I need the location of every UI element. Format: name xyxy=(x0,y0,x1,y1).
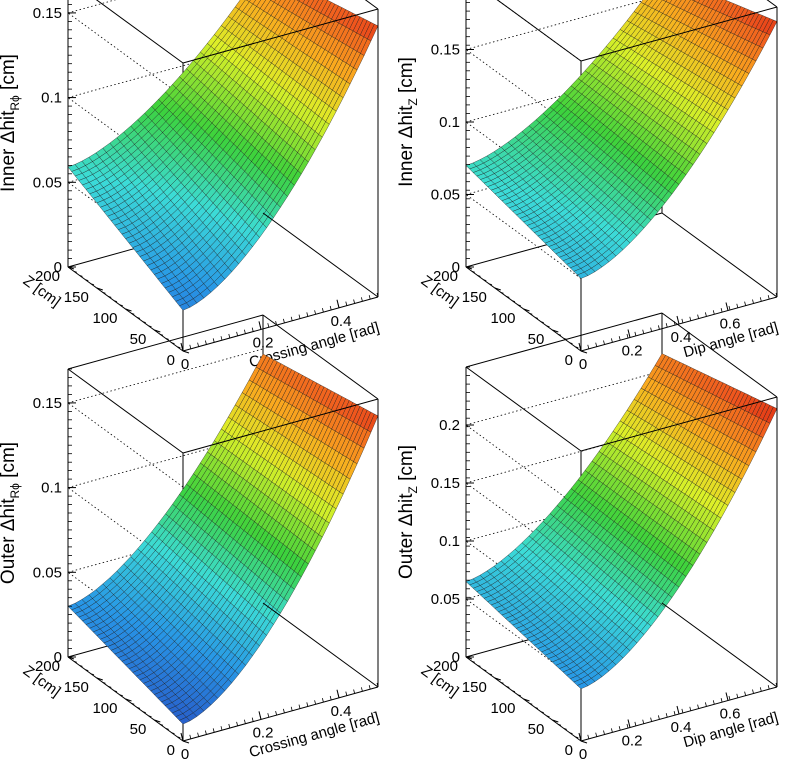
z-tick-label: 0.1 xyxy=(439,114,460,131)
z-tick-label: 0.15 xyxy=(33,395,62,412)
z-axis-title: Outer ΔhitRϕ [cm] xyxy=(0,442,22,584)
z-tick-label: 0 xyxy=(54,259,62,276)
chart-panel-1: 00.050.10.1505010015020000.20.4Crossing … xyxy=(0,0,381,373)
z-tick-label: 0.15 xyxy=(33,5,62,22)
x-tick-label: 0.2 xyxy=(253,724,274,741)
y-tick-label: 0 xyxy=(565,352,573,369)
y-tick-label: 200 xyxy=(433,268,458,285)
y-tick-label: 150 xyxy=(64,679,89,696)
x-tick-label: 0 xyxy=(181,746,189,763)
y-tick-label: 50 xyxy=(528,331,545,348)
z-axis-title: Inner ΔhitRϕ [cm] xyxy=(0,54,22,192)
z-tick-label: 0.05 xyxy=(431,591,460,608)
z-tick-label: 0.15 xyxy=(431,475,460,492)
z-axis-title: Inner ΔhitZ [cm] xyxy=(396,57,420,187)
surface xyxy=(465,0,778,279)
z-tick-label: 0.1 xyxy=(41,480,62,497)
z-tick-label: 0.05 xyxy=(431,187,460,204)
x-tick-label: 0 xyxy=(579,356,587,373)
box-front-edges xyxy=(182,314,379,742)
y-tick-label: 50 xyxy=(130,331,147,348)
chart-panel-2: 00.050.10.150.205010015020000.20.40.6Dip… xyxy=(396,0,780,373)
x-tick-label: 0.4 xyxy=(671,719,692,736)
x-tick-label: 0.4 xyxy=(671,329,692,346)
x-tick-label: 0.6 xyxy=(720,316,741,333)
y-tick-label: 0 xyxy=(167,352,175,369)
y-tick-label: 150 xyxy=(462,289,487,306)
x-tick-label: 0.4 xyxy=(331,703,352,720)
y-tick-label: 200 xyxy=(433,658,458,675)
y-tick-label: 50 xyxy=(130,721,147,738)
z-tick-label: 0 xyxy=(54,649,62,666)
chart-panel-3: 00.050.10.1505010015020000.20.4Crossing … xyxy=(0,314,381,763)
z-tick-label: 0 xyxy=(452,649,460,666)
chart-panel-4: 00.050.10.150.205010015020000.20.40.6Dip… xyxy=(396,312,780,763)
y-tick-label: 100 xyxy=(92,700,117,717)
surface xyxy=(67,353,379,725)
y-tick-label: 50 xyxy=(528,721,545,738)
z-tick-label: 0.1 xyxy=(439,533,460,550)
box-front-edges xyxy=(580,0,778,352)
x-tick-label: 0.2 xyxy=(622,733,643,750)
x-tick-label: 0.2 xyxy=(622,343,643,360)
z-tick-label: 0.15 xyxy=(431,42,460,59)
y-tick-label: 100 xyxy=(92,310,117,327)
y-tick-label: 200 xyxy=(35,268,60,285)
y-tick-label: 0 xyxy=(167,742,175,759)
z-tick-label: 0.05 xyxy=(33,174,62,191)
y-tick-label: 0 xyxy=(565,742,573,759)
y-tick-label: 150 xyxy=(462,679,487,696)
z-tick-label: 0 xyxy=(452,259,460,276)
y-tick-label: 100 xyxy=(490,310,515,327)
x-tick-label: 0 xyxy=(579,746,587,763)
box-front-edges xyxy=(182,0,379,352)
box-front-edges xyxy=(580,312,778,742)
z-tick-label: 0.2 xyxy=(439,417,460,434)
x-tick-label: 0 xyxy=(181,356,189,373)
y-tick-label: 150 xyxy=(64,289,89,306)
z-axis-title: Outer ΔhitZ [cm] xyxy=(396,445,420,579)
x-tick-label: 0.6 xyxy=(720,706,741,723)
z-tick-label: 0.1 xyxy=(41,90,62,107)
surface xyxy=(465,353,778,690)
z-tick-label: 0.05 xyxy=(33,564,62,581)
y-tick-label: 200 xyxy=(35,658,60,675)
y-tick-label: 100 xyxy=(490,700,515,717)
x-tick-label: 0.4 xyxy=(331,313,352,330)
surface xyxy=(67,0,379,311)
